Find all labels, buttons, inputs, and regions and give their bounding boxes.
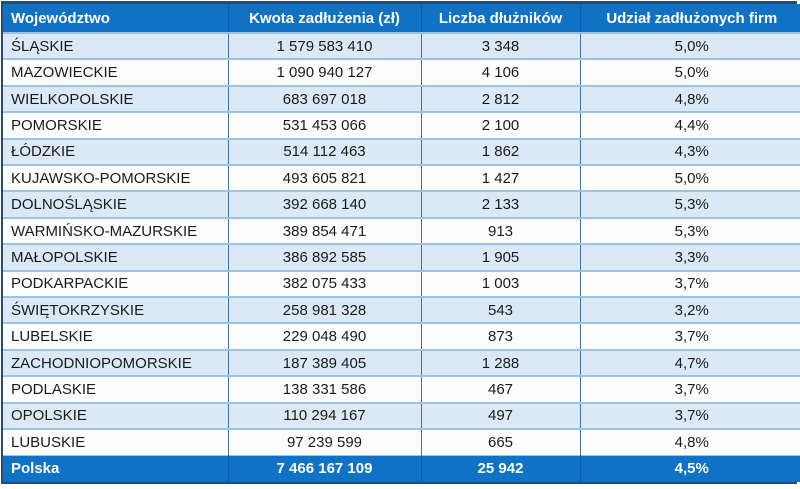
debtor-count-cell: 2 133 <box>420 190 580 218</box>
table-body: ŚLĄSKIE 1 579 583 410 3 348 5,0% MAZOWIECKIE… <box>3 31 800 455</box>
table-row: OPOLSKIE 110 294 167 497 3,7% <box>3 401 800 430</box>
total-row: Polska 7 466 167 109 25 942 4,5% <box>3 454 800 482</box>
debt-amount-cell: 514 112 463 <box>227 137 421 166</box>
voivodeship-cell: LUBUSKIE <box>3 428 228 455</box>
debt-amount-cell: 531 453 066 <box>227 111 421 139</box>
debtor-count-cell: 1 905 <box>420 243 580 271</box>
indebted-share-cell: 4,7% <box>579 348 800 377</box>
indebted-share-cell: 4,4% <box>579 111 800 139</box>
debt-by-voivodeship-table: Województwo Kwota zadłużenia (zł) Liczba… <box>3 4 800 482</box>
debtor-count-cell: 1 862 <box>420 137 580 166</box>
indebted-share-cell: 3,7% <box>579 375 800 403</box>
column-header-debtor-count: Liczba dłużników <box>420 4 580 33</box>
header-row: Województwo Kwota zadłużenia (zł) Liczba… <box>3 4 800 33</box>
table-row: LUBELSKIE 229 048 490 873 3,7% <box>3 322 800 350</box>
debtor-count-cell: 2 100 <box>420 111 580 139</box>
column-header-voivodeship: Województwo <box>3 4 228 33</box>
debt-amount-cell: 493 605 821 <box>227 164 421 192</box>
indebted-share-cell: 4,8% <box>579 428 800 455</box>
voivodeship-cell: PODLASKIE <box>3 375 228 403</box>
table-row: PODKARPACKIE 382 075 433 1 003 3,7% <box>3 269 800 298</box>
table-row: ŚLĄSKIE 1 579 583 410 3 348 5,0% <box>3 31 800 60</box>
debtor-count-cell: 543 <box>420 296 580 324</box>
total-debtor-count: 25 942 <box>420 454 580 482</box>
debtor-count-cell: 873 <box>420 322 580 350</box>
voivodeship-cell: ŁÓDZKIE <box>3 137 228 166</box>
debtor-count-cell: 1 427 <box>420 164 580 192</box>
indebted-share-cell: 3,7% <box>579 401 800 430</box>
table-row: MAZOWIECKIE 1 090 940 127 4 106 5,0% <box>3 58 800 86</box>
indebted-share-cell: 3,3% <box>579 243 800 271</box>
voivodeship-cell: ZACHODNIOPOMORSKIE <box>3 348 228 377</box>
total-indebted-share: 4,5% <box>579 454 800 482</box>
debt-amount-cell: 110 294 167 <box>227 401 421 430</box>
indebted-share-cell: 4,3% <box>579 137 800 166</box>
indebted-share-cell: 4,8% <box>579 84 800 113</box>
indebted-share-cell: 5,0% <box>579 58 800 86</box>
debtor-count-cell: 1 003 <box>420 269 580 298</box>
table-row: MAŁOPOLSKIE 386 892 585 1 905 3,3% <box>3 243 800 271</box>
table-row: ŚWIĘTOKRZYSKIE 258 981 328 543 3,2% <box>3 296 800 324</box>
voivodeship-cell: PODKARPACKIE <box>3 269 228 298</box>
voivodeship-cell: OPOLSKIE <box>3 401 228 430</box>
table-row: WIELKOPOLSKIE 683 697 018 2 812 4,8% <box>3 84 800 113</box>
table-row: DOLNOŚLĄSKIE 392 668 140 2 133 5,3% <box>3 190 800 218</box>
voivodeship-cell: DOLNOŚLĄSKIE <box>3 190 228 218</box>
debtor-count-cell: 467 <box>420 375 580 403</box>
total-debt-amount: 7 466 167 109 <box>227 454 421 482</box>
indebted-share-cell: 3,2% <box>579 296 800 324</box>
debt-amount-cell: 187 389 405 <box>227 348 421 377</box>
voivodeship-cell: ŚWIĘTOKRZYSKIE <box>3 296 228 324</box>
table-row: ŁÓDZKIE 514 112 463 1 862 4,3% <box>3 137 800 166</box>
voivodeship-cell: ŚLĄSKIE <box>3 31 228 60</box>
table-row: ZACHODNIOPOMORSKIE 187 389 405 1 288 4,7% <box>3 348 800 377</box>
debt-amount-cell: 389 854 471 <box>227 216 421 245</box>
table-row: WARMIŃSKO-MAZURSKIE 389 854 471 913 5,3% <box>3 216 800 245</box>
debt-amount-cell: 1 579 583 410 <box>227 31 421 60</box>
debtor-count-cell: 665 <box>420 428 580 455</box>
indebted-share-cell: 5,3% <box>579 216 800 245</box>
indebted-share-cell: 3,7% <box>579 269 800 298</box>
debtor-count-cell: 497 <box>420 401 580 430</box>
column-header-debt-amount: Kwota zadłużenia (zł) <box>227 4 421 33</box>
debtor-count-cell: 3 348 <box>420 31 580 60</box>
voivodeship-cell: KUJAWSKO-POMORSKIE <box>3 164 228 192</box>
debt-amount-cell: 392 668 140 <box>227 190 421 218</box>
debt-amount-cell: 386 892 585 <box>227 243 421 271</box>
debt-amount-cell: 97 239 599 <box>227 428 421 455</box>
indebted-share-cell: 3,7% <box>579 322 800 350</box>
debt-amount-cell: 258 981 328 <box>227 296 421 324</box>
column-header-indebted-share: Udział zadłużonych firm <box>579 4 800 33</box>
table-row: POMORSKIE 531 453 066 2 100 4,4% <box>3 111 800 139</box>
debtor-count-cell: 2 812 <box>420 84 580 113</box>
voivodeship-cell: WARMIŃSKO-MAZURSKIE <box>3 216 228 245</box>
indebted-share-cell: 5,0% <box>579 164 800 192</box>
debt-amount-cell: 382 075 433 <box>227 269 421 298</box>
debt-amount-cell: 1 090 940 127 <box>227 58 421 86</box>
voivodeship-cell: WIELKOPOLSKIE <box>3 84 228 113</box>
table-footer: Polska 7 466 167 109 25 942 4,5% <box>3 454 800 482</box>
debtor-count-cell: 913 <box>420 216 580 245</box>
total-label: Polska <box>3 454 228 482</box>
indebted-share-cell: 5,3% <box>579 190 800 218</box>
debtor-count-cell: 4 106 <box>420 58 580 86</box>
voivodeship-cell: MAŁOPOLSKIE <box>3 243 228 271</box>
voivodeship-cell: MAZOWIECKIE <box>3 58 228 86</box>
voivodeship-cell: POMORSKIE <box>3 111 228 139</box>
debt-amount-cell: 138 331 586 <box>227 375 421 403</box>
debt-amount-cell: 229 048 490 <box>227 322 421 350</box>
table-row: KUJAWSKO-POMORSKIE 493 605 821 1 427 5,0% <box>3 164 800 192</box>
debt-amount-cell: 683 697 018 <box>227 84 421 113</box>
debtor-count-cell: 1 288 <box>420 348 580 377</box>
table-header: Województwo Kwota zadłużenia (zł) Liczba… <box>3 4 800 33</box>
indebted-share-cell: 5,0% <box>579 31 800 60</box>
table-row: LUBUSKIE 97 239 599 665 4,8% <box>3 428 800 455</box>
voivodeship-cell: LUBELSKIE <box>3 322 228 350</box>
table-row: PODLASKIE 138 331 586 467 3,7% <box>3 375 800 403</box>
